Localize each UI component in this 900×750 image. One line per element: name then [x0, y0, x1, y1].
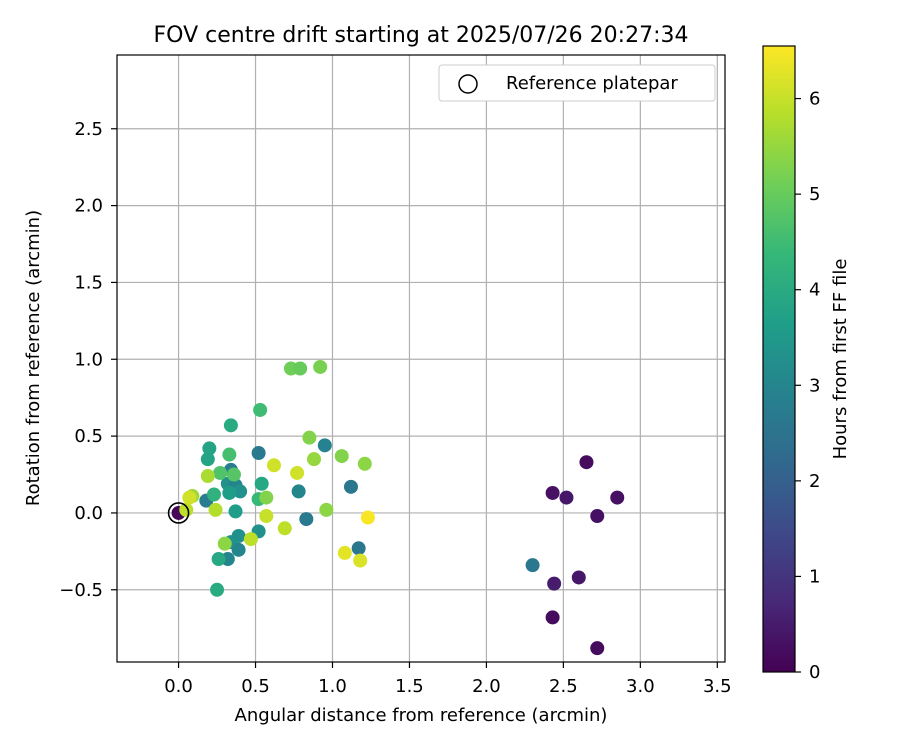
data-point: [360, 510, 375, 525]
data-point: [571, 570, 586, 585]
data-point: [211, 552, 226, 567]
data-point: [208, 502, 223, 517]
x-tick-label: 3.5: [703, 676, 732, 697]
data-point: [351, 541, 366, 556]
y-tick-label: 2.0: [74, 196, 103, 217]
y-tick-label: −0.5: [59, 580, 103, 601]
data-point: [251, 446, 266, 461]
colorbar-ticks: 0 1 2 3 4 5 6: [795, 89, 820, 683]
x-tick-label: 1.5: [395, 676, 424, 697]
y-axis-ticks: −0.5 0.0 0.5 1.0 1.5 2.0 2.5: [59, 119, 117, 601]
data-point: [200, 452, 215, 467]
grid: [117, 55, 725, 662]
data-point: [228, 504, 243, 519]
colorbar-tick-label: 3: [809, 375, 820, 396]
data-point: [579, 455, 594, 470]
data-point: [545, 610, 560, 625]
y-tick-label: 1.0: [74, 349, 103, 370]
data-point: [302, 430, 317, 445]
x-tick-label: 1.0: [318, 676, 347, 697]
chart-title: FOV centre drift starting at 2025/07/26 …: [154, 23, 689, 48]
legend-box: [438, 64, 716, 102]
data-point: [202, 441, 217, 456]
data-point: [231, 542, 246, 557]
data-point: [223, 418, 238, 433]
data-point: [299, 512, 314, 527]
data-point: [213, 465, 228, 480]
data-point: [222, 447, 237, 462]
data-point: [559, 490, 574, 505]
data-point: [293, 361, 308, 376]
plot-frame: [116, 54, 726, 663]
data-point: [226, 467, 241, 482]
data-points: [167, 359, 625, 656]
data-point: [253, 402, 268, 417]
data-point: [545, 485, 560, 500]
data-point: [610, 490, 625, 505]
data-point: [259, 509, 274, 524]
data-point: [343, 479, 358, 494]
legend-reference-marker: [458, 74, 478, 94]
data-point: [206, 487, 221, 502]
data-point: [222, 485, 237, 500]
data-point: [334, 449, 349, 464]
colorbar-tick-label: 1: [809, 566, 820, 587]
y-tick-label: 0.5: [74, 426, 103, 447]
data-point: [277, 521, 292, 536]
data-point: [291, 484, 306, 499]
data-point: [590, 641, 605, 656]
y-axis-label: Rotation from reference (arcmin): [23, 210, 44, 506]
data-point: [233, 484, 248, 499]
legend: Reference platepar: [438, 64, 716, 102]
data-point: [290, 465, 305, 480]
y-tick-label: 2.5: [74, 119, 103, 140]
x-tick-label: 3.0: [626, 676, 655, 697]
y-tick-label: 0.0: [74, 503, 103, 524]
data-point: [313, 359, 328, 374]
data-point: [182, 490, 197, 505]
data-point: [357, 456, 372, 471]
data-point: [307, 452, 322, 467]
y-tick-label: 1.5: [74, 272, 103, 293]
data-point: [210, 582, 225, 597]
x-tick-label: 2.0: [472, 676, 501, 697]
colorbar-tick-label: 6: [809, 89, 820, 110]
data-point: [547, 576, 562, 591]
colorbar-tick-label: 2: [809, 471, 820, 492]
data-point: [590, 509, 605, 524]
data-point: [317, 438, 332, 453]
data-point: [319, 502, 334, 517]
data-point: [525, 558, 540, 573]
colorbar: 0 1 2 3 4 5 6 Hours from first FF file: [762, 45, 851, 683]
colorbar-label: Hours from first FF file: [830, 259, 851, 460]
data-point: [267, 458, 282, 473]
x-tick-label: 0.5: [241, 676, 270, 697]
colorbar-tick-label: 5: [809, 184, 820, 205]
x-tick-label: 2.5: [549, 676, 578, 697]
data-point: [200, 469, 215, 484]
legend-label: Reference platepar: [506, 73, 678, 94]
colorbar-gradient: [762, 45, 796, 673]
data-point: [243, 532, 258, 547]
data-point: [217, 536, 232, 551]
data-point: [254, 476, 269, 491]
reference-platepar-marker: [167, 502, 190, 524]
colorbar-tick-label: 0: [809, 662, 820, 683]
x-tick-label: 0.0: [164, 676, 193, 697]
data-point: [179, 502, 194, 517]
data-point: [259, 490, 274, 505]
x-axis-label: Angular distance from reference (arcmin): [235, 705, 608, 726]
data-point: [337, 545, 352, 560]
colorbar-tick-label: 4: [809, 280, 820, 301]
x-axis-ticks: 0.0 0.5 1.0 1.5 2.0 2.5 3.0 3.5: [164, 662, 732, 697]
data-point: [353, 553, 368, 568]
